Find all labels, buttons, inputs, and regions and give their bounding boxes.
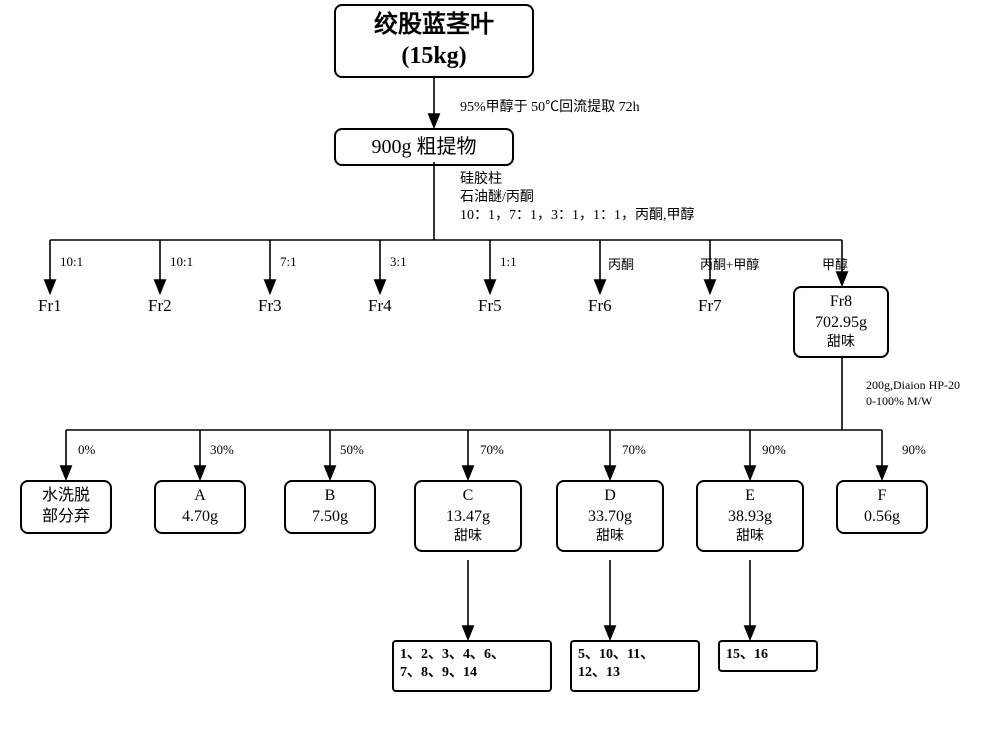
sub-C-taste: 甜味 [424, 528, 512, 546]
pct-2: 50% [340, 442, 364, 458]
fr2: Fr2 [148, 296, 172, 316]
step3-note-l2: 0-100% M/W [866, 394, 932, 409]
pct-5: 90% [762, 442, 786, 458]
step2-note-l1: 硅胶柱 [460, 168, 502, 188]
sub-A-l2: 4.70g [164, 507, 236, 528]
fr5: Fr5 [478, 296, 502, 316]
sub-F: F 0.56g [836, 480, 928, 534]
sub-E: E 38.93g 甜味 [696, 480, 804, 552]
fr1: Fr1 [38, 296, 62, 316]
crude-box: 900g 粗提物 [334, 128, 514, 166]
sub-E-l1: E [706, 486, 794, 507]
pct-4: 70% [622, 442, 646, 458]
ratio-6: 丙酮 [608, 254, 634, 273]
pct-1: 30% [210, 442, 234, 458]
ratio-4: 3:1 [390, 254, 407, 270]
sub-0-l1: 水洗脱 [30, 486, 102, 507]
fr7: Fr7 [698, 296, 722, 316]
root-box: 绞股蓝茎叶 (15kg) [334, 4, 534, 78]
fr8-mass: 702.95g [799, 313, 883, 334]
sub-F-l2: 0.56g [846, 507, 918, 528]
ratio-8: 甲醇 [822, 254, 848, 273]
compounds-D: 5、10、11、 12、13 [570, 640, 700, 692]
sub-D-taste: 甜味 [566, 528, 654, 546]
root-line2: (15kg) [344, 41, 524, 72]
sub-C-l1: C [424, 486, 512, 507]
compounds-C: 1、2、3、4、6、 7、8、9、14 [392, 640, 552, 692]
sub-B-l1: B [294, 486, 366, 507]
pct-3: 70% [480, 442, 504, 458]
root-line1: 绞股蓝茎叶 [344, 10, 524, 41]
sub-F-l1: F [846, 486, 918, 507]
step3-note-l1: 200g,Diaion HP-20 [866, 378, 960, 393]
sub-A: A 4.70g [154, 480, 246, 534]
pct-6: 90% [902, 442, 926, 458]
fr8-taste: 甜味 [799, 334, 883, 352]
sub-D-l1: D [566, 486, 654, 507]
ratio-1: 10:1 [60, 254, 83, 270]
sub-B: B 7.50g [284, 480, 376, 534]
sub-E-l2: 38.93g [706, 507, 794, 528]
fr8-name: Fr8 [799, 292, 883, 313]
step1-note: 95%甲醇于 50℃回流提取 72h [460, 96, 640, 116]
sub-A-l1: A [164, 486, 236, 507]
ratio-5: 1:1 [500, 254, 517, 270]
compounds-E: 15、16 [718, 640, 818, 672]
sub-D: D 33.70g 甜味 [556, 480, 664, 552]
step2-note-l3: 10：1，7：1，3：1，1：1，丙酮,甲醇 [460, 204, 695, 224]
ratio-7: 丙酮+甲醇 [700, 254, 759, 273]
fr3: Fr3 [258, 296, 282, 316]
pct-0: 0% [78, 442, 95, 458]
sub-D-l2: 33.70g [566, 507, 654, 528]
sub-E-taste: 甜味 [706, 528, 794, 546]
ratio-2: 10:1 [170, 254, 193, 270]
sub-C: C 13.47g 甜味 [414, 480, 522, 552]
fr8-box: Fr8 702.95g 甜味 [793, 286, 889, 358]
sub-B-l2: 7.50g [294, 507, 366, 528]
sub-C-l2: 13.47g [424, 507, 512, 528]
ratio-3: 7:1 [280, 254, 297, 270]
sub-0: 水洗脱 部分弃 [20, 480, 112, 534]
fr4: Fr4 [368, 296, 392, 316]
step2-note-l2: 石油醚/丙酮 [460, 186, 534, 206]
sub-0-l2: 部分弃 [30, 507, 102, 528]
fr6: Fr6 [588, 296, 612, 316]
